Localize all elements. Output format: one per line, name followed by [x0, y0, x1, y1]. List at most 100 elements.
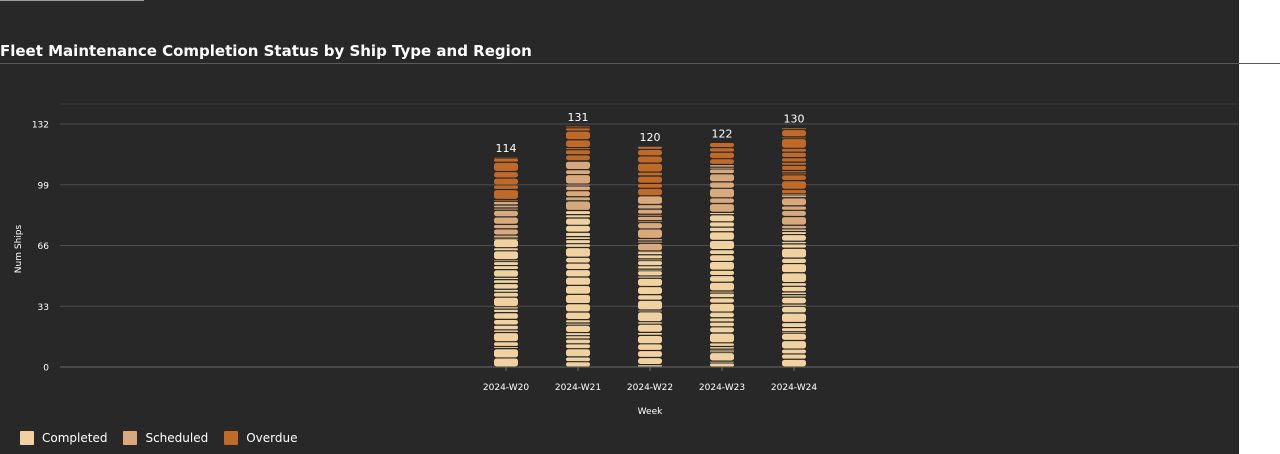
bar-segment-2024-W23-completed — [710, 240, 734, 250]
bar-segment-2024-W22-completed — [638, 324, 662, 332]
bar-segment-2024-W21-overdue — [566, 128, 590, 131]
bar-segment-2024-W20-completed — [494, 284, 518, 289]
y-tick-label-33: 33 — [38, 303, 49, 313]
bar-segment-2024-W23-completed — [710, 222, 734, 227]
bar-segment-2024-W24-overdue — [782, 158, 806, 162]
bar-segment-2024-W24-completed — [782, 333, 806, 340]
bar-segment-2024-W22-scheduled — [638, 196, 662, 204]
bar-segment-2024-W21-completed — [566, 277, 590, 285]
bar-segment-2024-W22-completed — [638, 344, 662, 350]
bar-segment-2024-W22-completed — [638, 278, 662, 286]
bar-segment-2024-W23-completed — [710, 212, 734, 215]
bar-segment-2024-W20-completed — [494, 262, 518, 265]
bar-segment-2024-W24-completed — [782, 323, 806, 327]
bar-segment-2024-W20-completed — [494, 238, 518, 240]
bar-segment-2024-W23-scheduled — [710, 188, 734, 198]
legend-item-completed[interactable]: Completed — [20, 431, 107, 445]
bar-segment-2024-W23-completed — [710, 363, 734, 367]
bar-segment-2024-W21-completed — [566, 257, 590, 263]
bar-segment-2024-W22-scheduled — [638, 214, 662, 216]
bar-segment-2024-W24-overdue — [782, 128, 806, 130]
bar-segment-2024-W21-scheduled — [566, 201, 590, 210]
bar-segment-2024-W24-completed — [782, 248, 806, 258]
bar-segment-2024-W21-scheduled — [566, 186, 590, 191]
x-tick-label-2024-W23: 2024-W23 — [699, 383, 745, 393]
bar-segment-2024-W20-scheduled — [494, 217, 518, 224]
bar-segment-2024-W22-completed — [638, 266, 662, 269]
legend: Completed Scheduled Overdue — [20, 431, 297, 445]
bar-segment-2024-W20-scheduled — [494, 229, 518, 235]
bar-segment-2024-W24-scheduled — [782, 195, 806, 198]
bar-segment-2024-W22-completed — [638, 312, 662, 322]
bar-segment-2024-W22-completed — [638, 295, 662, 300]
bar-segment-2024-W24-completed — [782, 235, 806, 241]
bar-segment-2024-W22-completed — [638, 300, 662, 310]
bar-segment-2024-W23-scheduled — [710, 167, 734, 169]
bar-segment-2024-W24-overdue — [782, 171, 806, 173]
bar-segment-2024-W24-overdue — [782, 165, 806, 170]
bar-segment-2024-W21-completed — [566, 336, 590, 339]
bar-segment-2024-W23-completed — [710, 353, 734, 361]
bar-segment-2024-W23-completed — [710, 343, 734, 346]
bar-segment-2024-W23-completed — [710, 312, 734, 318]
x-tick-label-2024-W22: 2024-W22 — [627, 383, 673, 393]
bar-segment-2024-W21-completed — [566, 240, 590, 244]
bar-segment-2024-W20-completed — [494, 251, 518, 260]
chart-title: Fleet Maintenance Completion Status by S… — [0, 42, 532, 60]
bar-segment-2024-W20-overdue — [494, 159, 518, 162]
bar-segment-2024-W20-completed — [494, 349, 518, 358]
bar-segment-2024-W22-completed — [638, 335, 662, 344]
bar-segment-2024-W20-overdue — [494, 162, 518, 171]
bar-segment-2024-W24-completed — [782, 328, 806, 332]
bar-segment-2024-W24-completed — [782, 306, 806, 313]
bar-segment-2024-W22-completed — [638, 332, 662, 335]
bar-segment-2024-W23-completed — [710, 282, 734, 291]
bar-segment-2024-W24-completed — [782, 264, 806, 273]
bar-segment-2024-W24-overdue — [782, 148, 806, 152]
bar-segment-2024-W22-completed — [638, 255, 662, 259]
bar-segment-2024-W24-scheduled — [782, 217, 806, 225]
bar-segment-2024-W20-completed — [494, 330, 518, 332]
bar-segment-2024-W21-completed — [566, 218, 590, 225]
bar-segment-2024-W23-completed — [710, 298, 734, 303]
bar-segment-2024-W20-scheduled — [494, 210, 518, 217]
bar-segment-2024-W21-completed — [566, 312, 590, 320]
bar-segment-2024-W23-completed — [710, 270, 734, 275]
bar-segment-2024-W21-completed — [566, 304, 590, 312]
x-tick-label-2024-W24: 2024-W24 — [771, 383, 817, 393]
legend-label: Overdue — [246, 431, 298, 445]
bar-segment-2024-W23-completed — [710, 322, 734, 327]
bar-segment-2024-W21-completed — [566, 349, 590, 357]
bar-segment-2024-W20-completed — [494, 325, 518, 330]
y-tick-label-99: 99 — [38, 181, 50, 191]
bar-segment-2024-W23-overdue — [710, 148, 734, 152]
bar-segment-2024-W24-scheduled — [782, 210, 806, 216]
bar-segment-2024-W20-completed — [494, 248, 518, 251]
y-tick-label-132: 132 — [32, 121, 49, 131]
bar-segment-2024-W23-scheduled — [710, 182, 734, 188]
bar-segment-2024-W21-completed — [566, 325, 590, 332]
bar-segment-2024-W22-overdue — [638, 172, 662, 176]
bar-segment-2024-W20-completed — [494, 358, 518, 367]
legend-swatch — [123, 431, 138, 445]
y-tick-label-66: 66 — [38, 242, 50, 252]
legend-item-scheduled[interactable]: Scheduled — [123, 431, 208, 445]
bar-segment-2024-W23-scheduled — [710, 165, 734, 167]
bar-segment-2024-W22-completed — [638, 365, 662, 367]
bar-segment-2024-W23-overdue — [710, 159, 734, 164]
bar-segment-2024-W22-overdue — [638, 188, 662, 196]
bar-segment-2024-W21-completed — [566, 320, 590, 323]
bar-segment-2024-W24-completed — [782, 332, 806, 334]
bar-segment-2024-W21-completed — [566, 244, 590, 247]
bar-total-label-2024-W21: 131 — [568, 111, 589, 124]
bar-segment-2024-W22-overdue — [638, 163, 662, 172]
bar-segment-2024-W20-completed — [494, 347, 518, 349]
bar-segment-2024-W20-scheduled — [494, 235, 518, 238]
bar-chart: 0 33 66 99 132 Num Ships Week 114 2024-W20 131 202… — [14, 103, 1239, 417]
bar-segment-2024-W24-scheduled — [782, 206, 806, 210]
bar-segment-2024-W22-scheduled — [638, 239, 662, 241]
legend-item-overdue[interactable]: Overdue — [224, 431, 297, 445]
bar-segment-2024-W22-overdue — [638, 146, 662, 149]
bar-segment-2024-W24-overdue — [782, 189, 806, 194]
bar-segment-2024-W23-completed — [710, 250, 734, 255]
